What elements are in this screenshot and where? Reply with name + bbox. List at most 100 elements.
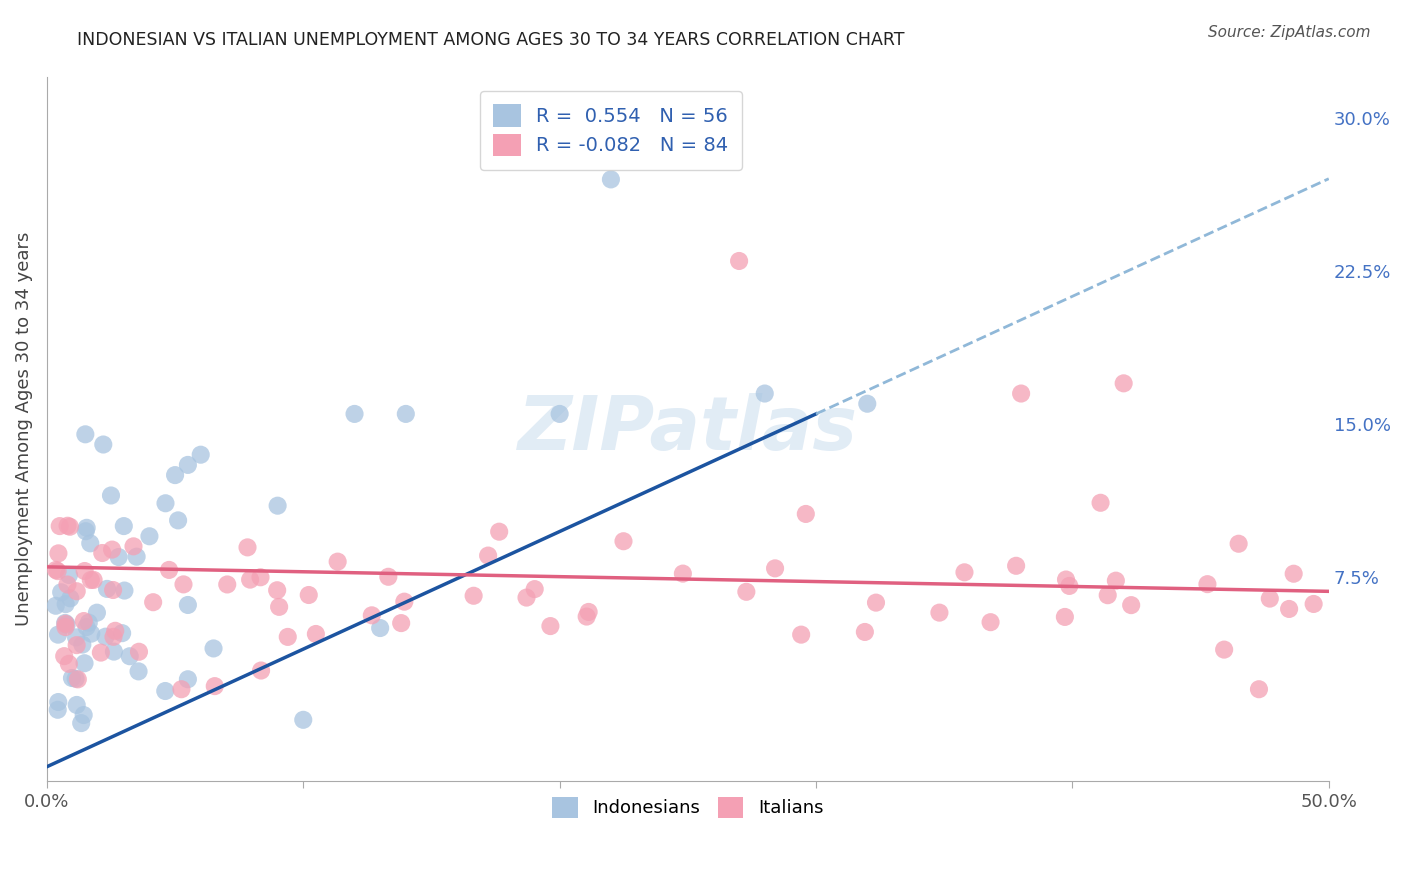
Point [389,616,412,631]
Point [107,549,129,564]
Point [77,615,100,630]
Point [523,582,546,596]
Point [55,617,77,632]
Point [728,254,751,268]
Point [165,468,187,483]
Point [170,682,193,697]
Point [53,615,76,630]
Point [266,499,288,513]
Point [128,645,150,659]
Point [46,564,69,578]
Point [368,621,391,635]
Point [488,524,510,539]
Point [103,630,125,644]
Point [125,549,148,564]
Point [70,716,93,731]
Point [91,546,114,560]
Point [1097,588,1119,602]
Point [360,608,382,623]
Point [266,583,288,598]
Point [45,599,67,613]
Point [75,427,97,442]
Point [51,585,73,599]
Point [277,630,299,644]
Point [58,568,80,582]
Point [250,664,273,678]
Point [754,386,776,401]
Point [58,657,80,671]
Point [1105,574,1128,588]
Point [612,534,634,549]
Point [76,620,98,634]
Point [138,529,160,543]
Point [155,496,177,510]
Point [575,609,598,624]
Point [1005,558,1028,573]
Point [73,657,96,671]
Point [118,649,141,664]
Point [298,588,321,602]
Point [292,713,315,727]
Point [377,570,399,584]
Point [394,595,416,609]
Point [853,624,876,639]
Point [59,520,82,534]
Point [101,542,124,557]
Point [55,620,77,634]
Point [56,577,79,591]
Point [865,596,887,610]
Point [112,519,135,533]
Point [343,407,366,421]
Point [66,638,89,652]
Point [114,583,136,598]
Text: INDONESIAN VS ITALIAN UNEMPLOYMENT AMONG AGES 30 TO 34 YEARS CORRELATION CHART: INDONESIAN VS ITALIAN UNEMPLOYMENT AMONG… [77,31,905,49]
Point [548,407,571,421]
Point [953,566,976,580]
Point [1278,602,1301,616]
Point [167,513,190,527]
Point [48,546,70,560]
Point [1227,537,1250,551]
Point [91,437,114,451]
Point [305,627,328,641]
Point [103,645,125,659]
Point [76,521,98,535]
Point [100,488,122,502]
Point [794,507,817,521]
Legend: Indonesians, Italians: Indonesians, Italians [546,789,831,825]
Point [48,519,70,533]
Point [269,599,291,614]
Point [173,577,195,591]
Point [46,703,69,717]
Point [59,591,82,606]
Point [515,591,537,605]
Point [46,695,69,709]
Point [128,665,150,679]
Point [1197,577,1219,591]
Point [1010,386,1032,401]
Point [856,397,879,411]
Point [477,549,499,563]
Point [96,582,118,596]
Point [1247,682,1270,697]
Point [45,563,67,577]
Point [672,566,695,581]
Point [101,582,124,597]
Point [66,698,89,712]
Point [1053,610,1076,624]
Point [65,631,87,645]
Point [177,458,200,472]
Point [155,684,177,698]
Point [177,672,200,686]
Point [86,606,108,620]
Point [763,561,786,575]
Point [111,626,134,640]
Text: ZIPatlas: ZIPatlas [517,392,858,466]
Point [80,573,103,587]
Point [239,573,262,587]
Point [202,641,225,656]
Point [1121,598,1143,612]
Text: Source: ZipAtlas.com: Source: ZipAtlas.com [1208,25,1371,40]
Point [142,595,165,609]
Point [122,539,145,553]
